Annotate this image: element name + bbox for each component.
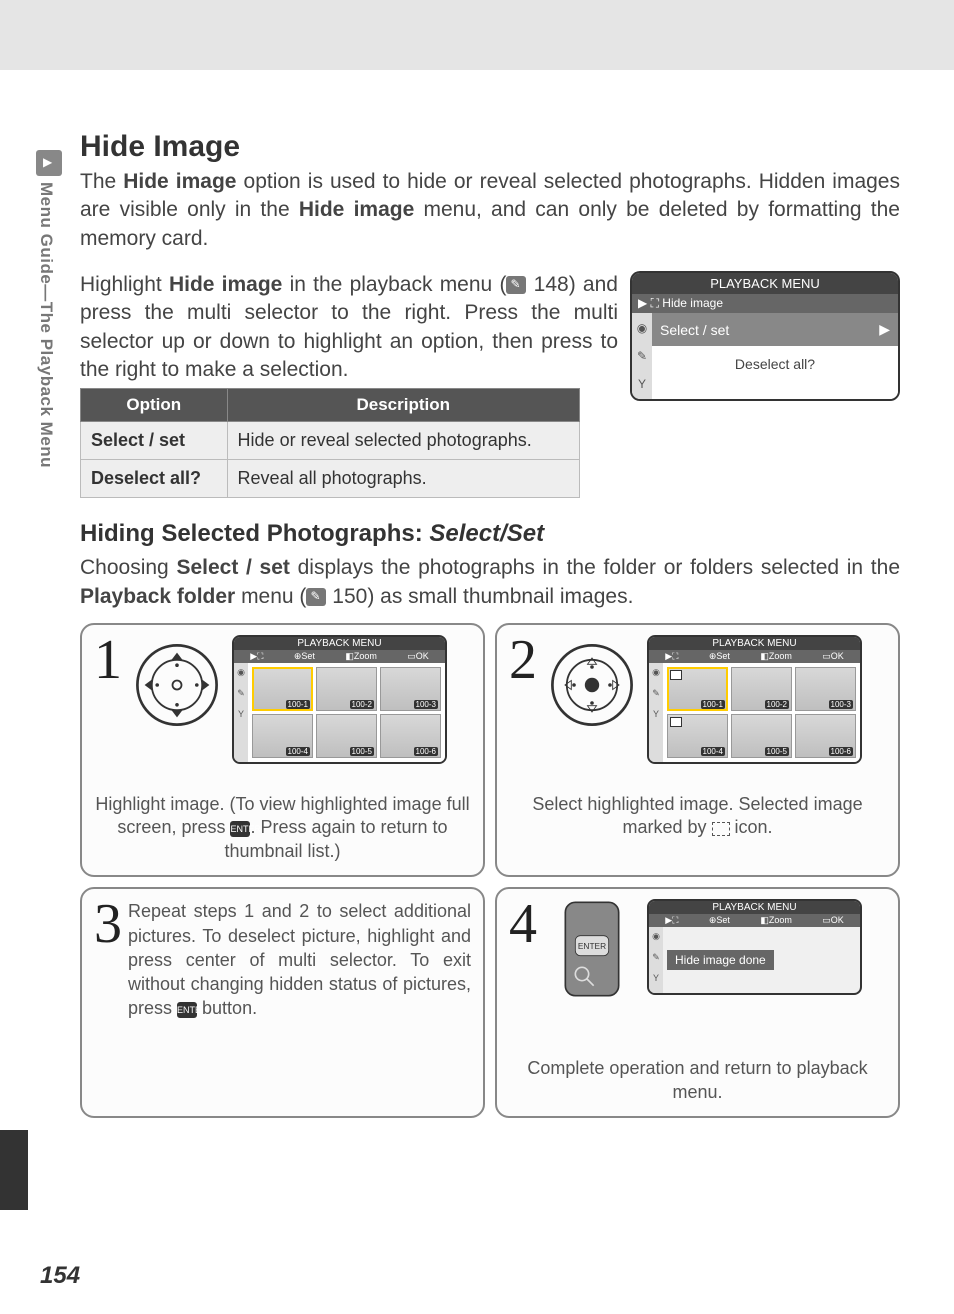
text: Hide image	[662, 296, 723, 310]
multi-selector-center-icon	[547, 635, 637, 735]
page-ref: 148	[534, 273, 569, 296]
playback-mode-icon	[36, 150, 62, 176]
thumbnail[interactable]: 100-3	[795, 667, 856, 711]
text: in the playback menu (	[282, 273, 506, 296]
hidden-mark-icon	[670, 717, 682, 727]
thumbnail[interactable]: 100-5	[731, 714, 792, 758]
label: Select / set	[660, 322, 729, 338]
text: The	[80, 170, 123, 193]
lcd-thumbnails: PLAYBACK MENU ▶⛶⊕Set◧Zoom▭OK ◉✎Y 100-1 1…	[232, 635, 447, 764]
thumbnail[interactable]: 100-2	[731, 667, 792, 711]
table-row: Deselect all? Reveal all photographs.	[81, 460, 580, 498]
cell: Select / set	[81, 422, 228, 460]
text: Select/Set	[429, 520, 544, 547]
term-hide-image: Hide image	[123, 170, 236, 193]
thumbnail[interactable]: 100-4	[667, 714, 728, 758]
steps-grid: 1 PLAYBACK MENU	[80, 623, 900, 1118]
lcd-title: PLAYBACK MENU	[649, 901, 860, 914]
page-title: Hide Image	[80, 130, 900, 164]
text: Hiding Selected Photographs:	[80, 520, 429, 547]
multi-selector-icon	[132, 635, 222, 735]
text: menu (	[235, 585, 306, 608]
term: Select / set	[176, 556, 289, 579]
text: Choosing	[80, 556, 176, 579]
instruction-paragraph: Highlight Hide image in the playback men…	[80, 271, 618, 384]
reference-icon	[306, 588, 326, 606]
enter-icon: ENTER	[230, 821, 250, 837]
step-1: 1 PLAYBACK MENU	[80, 623, 485, 877]
step-number: 2	[509, 635, 537, 685]
lcd-side-icons: ◉ ✎ Y	[632, 313, 652, 399]
menu-item-deselect-all[interactable]: Deselect all?	[652, 346, 898, 382]
reference-icon	[506, 276, 526, 294]
svg-text:ENTER: ENTER	[578, 941, 606, 951]
hidden-mark-icon	[670, 670, 682, 680]
wrench-icon: Y	[638, 377, 646, 391]
camera-back-enter-icon: ENTER	[547, 899, 637, 999]
hidden-mark-icon	[712, 822, 730, 836]
step-4: 4 ENTER PLAYBACK MENU ▶⛶⊕Set◧Zoom▭OK	[495, 887, 900, 1118]
lcd-hint-bar: ▶⛶⊕Set◧Zoom▭OK	[234, 650, 445, 663]
done-message: Hide image done	[663, 927, 778, 993]
cell: Deselect all?	[81, 460, 228, 498]
lcd-thumbnails: PLAYBACK MENU ▶⛶⊕Set◧Zoom▭OK ◉✎Y 100-1 1…	[647, 635, 862, 764]
cell: Hide or reveal selected photographs.	[227, 422, 579, 460]
term: Playback folder	[80, 585, 235, 608]
step-number: 1	[94, 635, 122, 685]
lcd-breadcrumb: ▶ ⛶ Hide image	[632, 294, 898, 313]
term-hide-image: Hide image	[299, 198, 414, 221]
col-description: Description	[227, 389, 579, 422]
camera-lcd-menu: PLAYBACK MENU ▶ ⛶ Hide image ◉ ✎ Y Selec…	[630, 271, 900, 401]
thumbnail[interactable]: 100-1	[252, 667, 313, 711]
thumbnail[interactable]: 100-1	[667, 667, 728, 711]
intro-paragraph: The Hide image option is used to hide or…	[80, 168, 900, 253]
step-text: Repeat steps 1 and 2 to select additiona…	[128, 899, 471, 1020]
content: Hide Image The Hide image option is used…	[80, 130, 900, 1118]
col-option: Option	[81, 389, 228, 422]
thumbnail[interactable]: 100-6	[380, 714, 441, 758]
sidebar: Menu Guide—The Playback Menu	[36, 150, 64, 650]
table-row: Select / set Hide or reveal selected pho…	[81, 422, 580, 460]
menu-button-icon: ENTER	[177, 1002, 197, 1018]
sidebar-label: Menu Guide—The Playback Menu	[36, 182, 56, 468]
text: Highlight	[80, 273, 169, 296]
thumbnail[interactable]: 100-2	[316, 667, 377, 711]
pencil-icon: ✎	[637, 349, 647, 363]
lcd-title: PLAYBACK MENU	[234, 637, 445, 650]
options-table: Option Description Select / set Hide or …	[80, 388, 580, 498]
subheading-paragraph: Choosing Select / set displays the photo…	[80, 554, 900, 611]
thumbnail[interactable]: 100-4	[252, 714, 313, 758]
step-3: 3 Repeat steps 1 and 2 to select additio…	[80, 887, 485, 1118]
text: ) as small thumbnail images.	[367, 585, 633, 608]
page-number: 154	[40, 1262, 80, 1290]
chevron-right-icon: ▶	[879, 321, 890, 338]
step-caption: Complete operation and return to playbac…	[509, 1057, 886, 1104]
thumbnail[interactable]: 100-6	[795, 714, 856, 758]
lcd-title: PLAYBACK MENU	[632, 273, 898, 294]
step-2: 2 PLAYBACK MENU	[495, 623, 900, 877]
page-ref: 150	[332, 585, 367, 608]
lcd-hint-bar: ▶⛶⊕Set◧Zoom▭OK	[649, 914, 860, 927]
page-edge-tab	[0, 1130, 28, 1210]
lcd-title: PLAYBACK MENU	[649, 637, 860, 650]
text: displays the photographs in the folder o…	[290, 556, 900, 579]
thumbnail[interactable]: 100-3	[380, 667, 441, 711]
menu-item-select-set[interactable]: Select / set ▶	[652, 313, 898, 346]
cell: Reveal all photographs.	[227, 460, 579, 498]
subheading: Hiding Selected Photographs: Select/Set	[80, 520, 900, 548]
term-hide-image: Hide image	[169, 273, 282, 296]
lcd-hint-bar: ▶⛶⊕Set◧Zoom▭OK	[649, 650, 860, 663]
thumbnail[interactable]: 100-5	[316, 714, 377, 758]
page: Menu Guide—The Playback Menu Hide Image …	[0, 70, 954, 1314]
step-caption: Highlight image. (To view highlighted im…	[94, 793, 471, 863]
lcd-done: PLAYBACK MENU ▶⛶⊕Set◧Zoom▭OK ◉✎Y Hide im…	[647, 899, 862, 995]
step-number: 3	[94, 899, 122, 1020]
camera-icon: ◉	[637, 321, 647, 335]
step-number: 4	[509, 899, 537, 949]
step-caption: Select highlighted image. Selected image…	[509, 793, 886, 840]
